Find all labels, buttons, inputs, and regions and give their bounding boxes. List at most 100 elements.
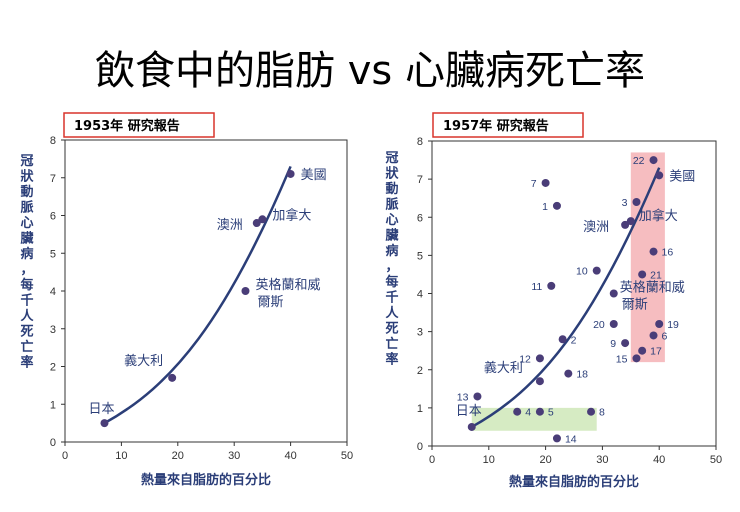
data-point [632, 198, 641, 206]
y-tick-label: 1 [50, 399, 56, 411]
y-axis-label-char: 千 [385, 290, 398, 306]
data-point [552, 434, 561, 443]
point-label: 美國 [301, 168, 327, 183]
y-axis-label-char: ， [20, 263, 33, 278]
y-axis-label-char: 亡 [385, 336, 398, 352]
y-tick-label: 0 [50, 437, 56, 449]
x-tick-label: 50 [341, 450, 353, 462]
x-tick-label: 40 [653, 454, 665, 466]
study-label-box [432, 112, 584, 138]
data-point [535, 377, 544, 386]
slide-title: 飲食中的脂肪 vs 心臟病死亡率 [95, 48, 645, 94]
data-point [638, 270, 647, 279]
y-axis-label-char: 死 [20, 325, 33, 340]
y-tick-label: 8 [50, 135, 56, 147]
x-tick-label: 40 [284, 450, 296, 462]
y-axis-label-char: 率 [385, 352, 398, 368]
point-number-label: 4 [525, 407, 531, 419]
point-number-label: 16 [662, 247, 674, 259]
x-axis-label: 熱量來自脂肪的百分比 [141, 472, 271, 488]
data-point [286, 169, 295, 178]
y-tick-label: 0 [417, 441, 423, 453]
point-number-label: 14 [565, 433, 577, 445]
y-axis-label-char: 動 [385, 181, 398, 197]
y-axis-label-char: 死 [385, 322, 398, 337]
data-point [621, 339, 630, 348]
point-number-label: 17 [650, 346, 662, 358]
trend-line [103, 165, 292, 425]
x-tick-label: 0 [62, 450, 68, 462]
y-axis-label-char: 千 [20, 293, 33, 309]
data-point [258, 215, 267, 224]
y-tick-label: 7 [50, 173, 56, 185]
data-point [638, 346, 647, 355]
x-tick-label: 10 [483, 454, 495, 466]
y-tick-label: 7 [417, 174, 423, 186]
data-point [100, 419, 109, 428]
data-point [649, 331, 658, 340]
point-number-label: 12 [519, 353, 531, 365]
y-axis-label-char: 亡 [20, 339, 33, 355]
y-tick-label: 1 [417, 403, 423, 415]
point-number-label: 2 [571, 334, 577, 346]
y-axis-label-char: 病 [385, 243, 398, 259]
point-label: 爾斯 [257, 295, 283, 310]
y-tick-label: 5 [50, 248, 56, 260]
data-point [535, 354, 544, 363]
y-tick-label: 4 [50, 286, 56, 298]
x-tick-label: 0 [429, 454, 435, 466]
data-point [473, 392, 482, 401]
x-tick-label: 30 [228, 450, 240, 462]
point-label: 澳洲 [217, 217, 243, 233]
point-number-label: 3 [622, 197, 628, 209]
x-tick-label: 30 [596, 454, 608, 466]
y-axis-label-char: 脈 [20, 200, 33, 216]
point-number-label: 20 [593, 319, 605, 331]
data-point [621, 220, 630, 229]
x-axis-label: 熱量來自脂肪的百分比 [509, 474, 639, 490]
y-axis-label-char: 臟 [20, 231, 33, 247]
y-axis-label-char: 病 [20, 246, 33, 262]
data-point [592, 266, 601, 275]
point-number-label: 5 [548, 407, 554, 419]
data-point [609, 289, 618, 298]
y-tick-label: 4 [417, 289, 423, 301]
point-label: 英格蘭和威 [620, 280, 685, 296]
y-axis-label-char: 率 [20, 355, 33, 371]
study-label: 1953年 研究報告 [74, 118, 180, 134]
y-axis-label-char: 人 [20, 308, 34, 324]
highlight-band-2 [630, 152, 665, 363]
point-number-label: 21 [650, 269, 662, 281]
y-tick-label: 5 [417, 250, 423, 262]
point-number-label: 6 [662, 330, 668, 342]
y-tick-label: 2 [417, 365, 423, 377]
data-point [547, 281, 556, 290]
point-label: 日本 [456, 404, 482, 419]
data-point [535, 407, 544, 416]
data-point [655, 171, 664, 180]
point-number-label: 13 [457, 391, 469, 403]
data-point [564, 369, 573, 378]
trend-line [471, 167, 661, 429]
point-number-label: 8 [599, 407, 605, 419]
y-axis-label-char: 冠 [20, 154, 33, 169]
point-label: 澳洲 [583, 219, 609, 235]
data-point [649, 156, 658, 165]
y-tick-label: 2 [50, 362, 56, 374]
y-tick-label: 3 [417, 327, 423, 339]
y-tick-label: 8 [417, 136, 423, 148]
y-axis-label-char: 臟 [385, 228, 398, 244]
point-label: 日本 [88, 402, 114, 417]
y-axis-label-char: 狀 [20, 169, 34, 185]
data-point [541, 178, 550, 187]
y-axis-label-char: 狀 [385, 166, 399, 182]
point-label: 加拿大 [272, 207, 311, 223]
y-tick-label: 3 [50, 324, 56, 336]
point-label: 爾斯 [622, 298, 648, 313]
point-number-label: 19 [667, 319, 679, 331]
point-number-label: 10 [576, 266, 588, 278]
y-axis-label-char: 動 [20, 184, 33, 200]
x-tick-label: 20 [539, 454, 551, 466]
study-label-box [63, 112, 215, 138]
